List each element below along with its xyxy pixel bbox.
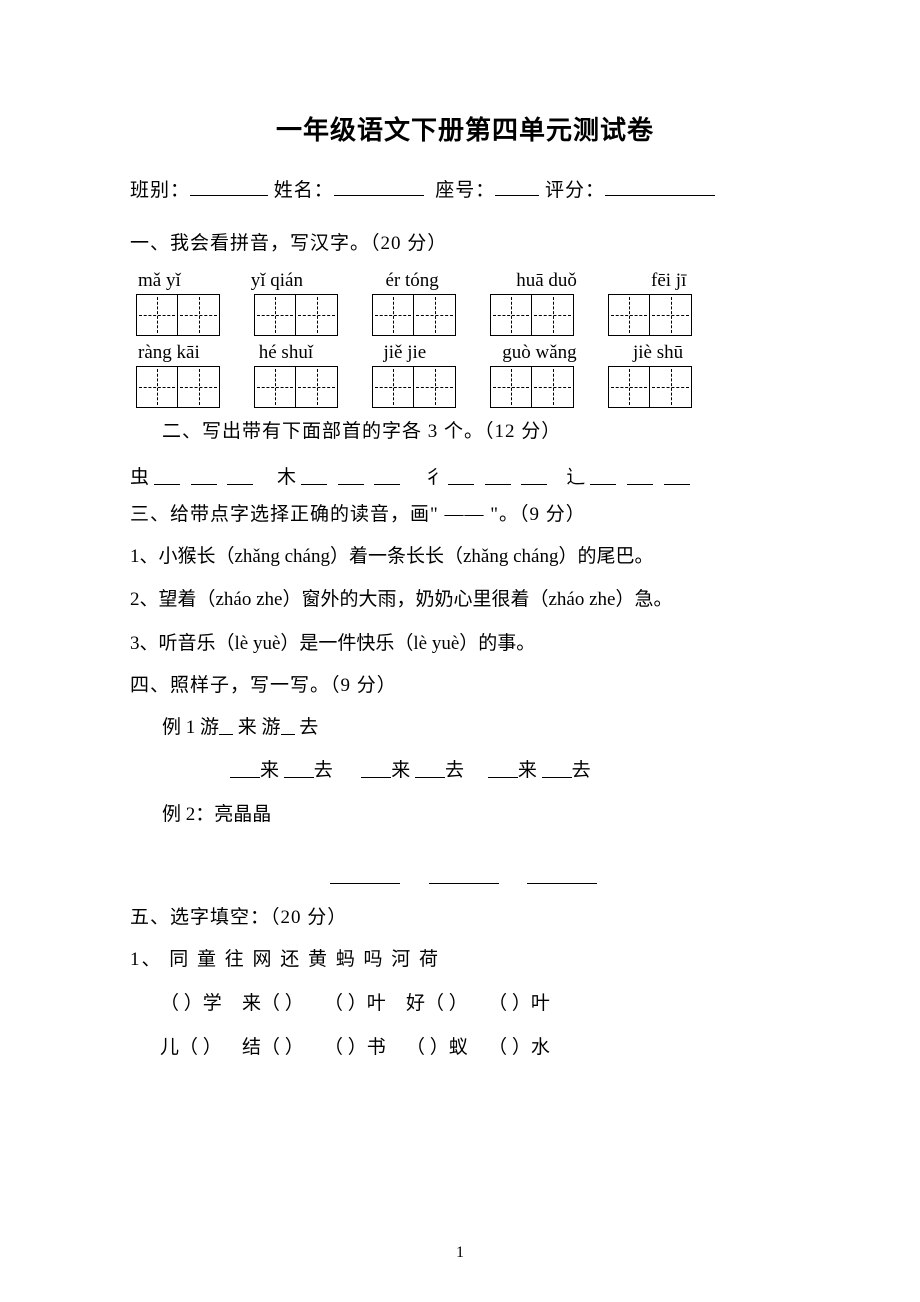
radical-blank[interactable] xyxy=(191,467,217,485)
q1-pinyin-row1: mǎ yǐ yǐ qián ér tóng huā duǒ fēi jī xyxy=(138,270,800,292)
name-blank[interactable] xyxy=(334,176,424,196)
char-box-pair[interactable] xyxy=(608,366,692,408)
q2-heading: 二、写出带有下面部首的字各 3 个。（12 分） xyxy=(162,412,800,452)
q5-fill-row1: （ ）学 来（ ） （ ）叶 好（ ） （ ）叶 xyxy=(160,982,800,1026)
q4-heading: 四、照样子，写一写。（9 分） xyxy=(130,666,800,706)
score-label: 评分： xyxy=(545,180,605,201)
student-info-line: 班别： 姓名： 座号： 评分： xyxy=(130,175,800,202)
pinyin: guò wǎng xyxy=(502,342,628,364)
q4-ex1-answers: 来 去 来 去 来 去 xyxy=(230,749,800,793)
pinyin: jiè shū xyxy=(633,342,683,364)
q1-boxes-row1 xyxy=(136,294,800,336)
radical-blank[interactable] xyxy=(227,467,253,485)
fill-item[interactable]: 来（ ） xyxy=(242,993,304,1014)
answer-blank[interactable] xyxy=(230,760,260,778)
answer-blank[interactable] xyxy=(361,760,391,778)
answer-blank[interactable] xyxy=(284,760,314,778)
class-label: 班别： xyxy=(130,180,190,201)
paper-title: 一年级语文下册第四单元测试卷 xyxy=(130,110,800,147)
q3-line3: 3、听音乐（lè yuè）是一件快乐（lè yuè）的事。 xyxy=(130,622,800,666)
radical-blank[interactable] xyxy=(301,467,327,485)
radical-blank[interactable] xyxy=(338,467,364,485)
page-number: 1 xyxy=(0,1244,920,1262)
char-box-pair[interactable] xyxy=(490,294,574,336)
q4-ex1: 例 1 游 来 游 去 xyxy=(162,706,800,750)
q3-line1: 1、小猴长（zhǎng cháng）着一条长长（zhǎng cháng）的尾巴。 xyxy=(130,535,800,579)
char-box-pair[interactable] xyxy=(254,366,338,408)
q1-pinyin-row2: ràng kāi hé shuǐ jiě jie guò wǎng jiè sh… xyxy=(138,342,800,364)
pinyin: ér tóng xyxy=(386,270,512,292)
q3-heading: 三、给带点字选择正确的读音，画" —— "。（9 分） xyxy=(130,495,800,535)
q3-line2: 2、望着（zháo zhe）窗外的大雨，奶奶心里很着（zháo zhe）急。 xyxy=(130,578,800,622)
pinyin: mǎ yǐ xyxy=(138,270,246,292)
answer-blank[interactable] xyxy=(330,866,400,884)
ex1-prefix: 例 1 游 xyxy=(162,717,219,738)
class-blank[interactable] xyxy=(190,176,268,196)
char-box-pair[interactable] xyxy=(136,294,220,336)
pinyin: ràng kāi xyxy=(138,342,254,364)
q4-ex2-answers xyxy=(330,855,800,899)
seat-blank[interactable] xyxy=(495,176,539,196)
radical-blank[interactable] xyxy=(521,467,547,485)
fill-item[interactable]: （ ）叶 xyxy=(324,993,386,1014)
radical-blank[interactable] xyxy=(374,467,400,485)
q1-heading: 一、我会看拼音，写汉字。（20 分） xyxy=(130,224,800,264)
answer-blank[interactable] xyxy=(527,866,597,884)
q4-ex2: 例 2：亮晶晶 xyxy=(162,793,800,837)
ex1-end: 去 xyxy=(299,717,318,738)
fill-item[interactable]: （ ）叶 xyxy=(488,993,550,1014)
pinyin: yǐ qián xyxy=(251,270,381,292)
radical-blank[interactable] xyxy=(664,467,690,485)
q2-radical-line: 虫 木 彳 辶 xyxy=(130,462,800,489)
q5-options: 1、 同 童 往 网 还 黄 蚂 吗 河 荷 xyxy=(130,938,800,982)
radical-blank[interactable] xyxy=(590,467,616,485)
ex1-mid: 来 游 xyxy=(238,717,281,738)
radical-blank[interactable] xyxy=(485,467,511,485)
radical-blank[interactable] xyxy=(154,467,180,485)
score-blank[interactable] xyxy=(605,176,715,196)
test-paper-page: 一年级语文下册第四单元测试卷 班别： 姓名： 座号： 评分： 一、我会看拼音，写… xyxy=(0,0,920,1302)
name-label: 姓名： xyxy=(274,180,334,201)
fill-item[interactable]: （ ）水 xyxy=(488,1037,550,1058)
fill-item[interactable]: （ ）学 xyxy=(160,993,222,1014)
q1-boxes-row2 xyxy=(136,366,800,408)
pinyin: hé shuǐ xyxy=(259,342,379,364)
char-box-pair[interactable] xyxy=(490,366,574,408)
radical: 彳 xyxy=(424,467,443,488)
radical: 木 xyxy=(277,467,296,488)
answer-blank[interactable] xyxy=(429,866,499,884)
char-box-pair[interactable] xyxy=(372,294,456,336)
answer-blank[interactable] xyxy=(415,760,445,778)
q5-fill-row2: 儿（ ） 结（ ） （ ）书 （ ）蚁 （ ）水 xyxy=(160,1026,800,1070)
char-box-pair[interactable] xyxy=(136,366,220,408)
radical-blank[interactable] xyxy=(627,467,653,485)
fill-item[interactable]: 儿（ ） xyxy=(160,1037,222,1058)
q5-heading: 五、选字填空：（20 分） xyxy=(130,898,800,938)
char-box-pair[interactable] xyxy=(608,294,692,336)
seat-label: 座号： xyxy=(435,180,495,201)
char-box-pair[interactable] xyxy=(372,366,456,408)
pinyin: huā duǒ xyxy=(516,270,646,292)
radical: 虫 xyxy=(130,467,149,488)
pinyin: jiě jie xyxy=(384,342,498,364)
pinyin: fēi jī xyxy=(651,270,686,292)
answer-blank[interactable] xyxy=(542,760,572,778)
fill-item[interactable]: 好（ ） xyxy=(406,993,468,1014)
char-box-pair[interactable] xyxy=(254,294,338,336)
answer-blank[interactable] xyxy=(488,760,518,778)
fill-item[interactable]: 结（ ） xyxy=(242,1037,304,1058)
radical-blank[interactable] xyxy=(448,467,474,485)
fill-item[interactable]: （ ）蚁 xyxy=(406,1037,468,1058)
radical: 辶 xyxy=(566,467,585,488)
fill-item[interactable]: （ ）书 xyxy=(324,1037,386,1058)
